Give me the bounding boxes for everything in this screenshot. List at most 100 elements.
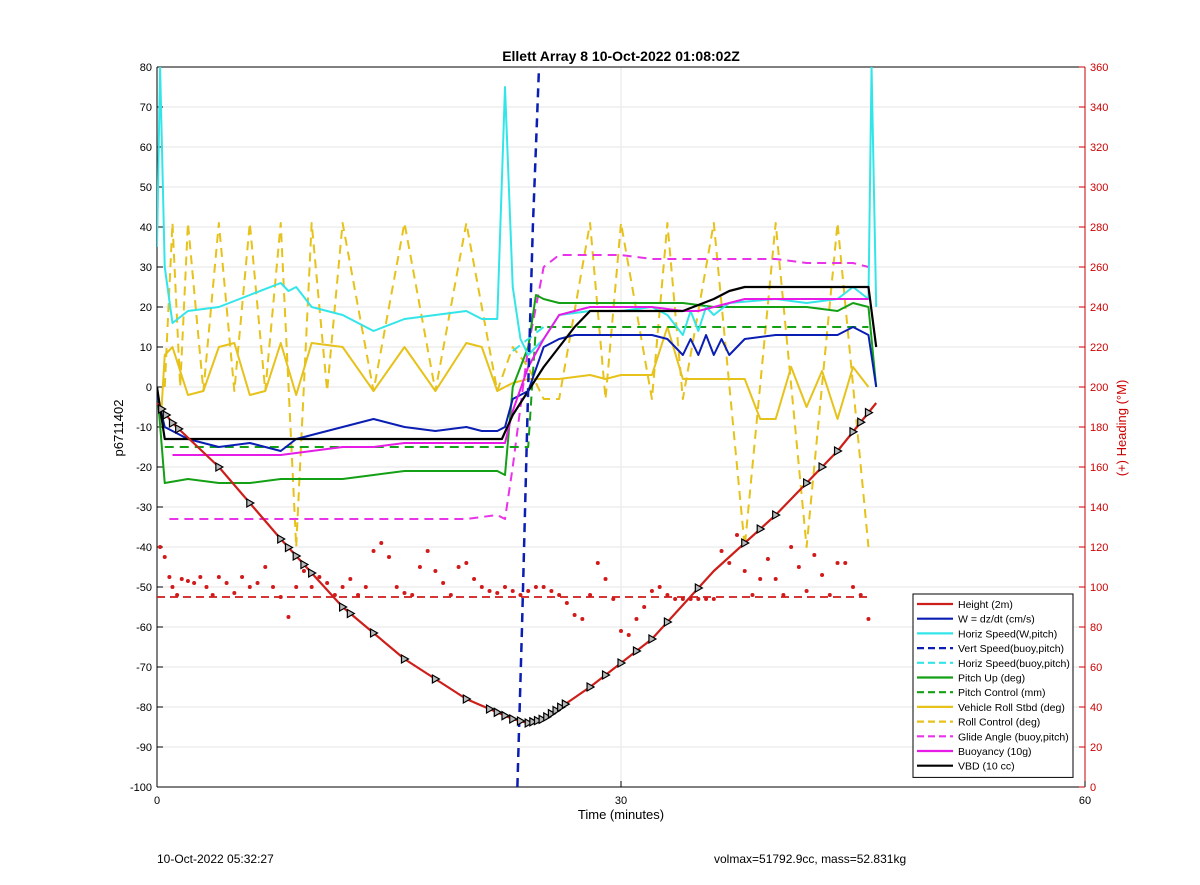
height-marker: [632, 645, 642, 657]
series-line-horiz-speed-buoy-pitch: [512, 326, 545, 352]
heading-point: [464, 561, 469, 565]
heading-point: [487, 589, 492, 593]
height-marker: [292, 550, 302, 562]
legend-label: Pitch Up (deg): [958, 673, 1025, 685]
heading-point: [255, 581, 260, 585]
x-tick-label: 30: [615, 795, 627, 807]
heading-point: [735, 533, 739, 537]
heading-point: [518, 593, 523, 597]
y2-axis-label: (+) Heading (°M): [1114, 380, 1129, 477]
height-marker: [308, 567, 317, 579]
x-tick-label: 60: [1079, 795, 1091, 807]
height-marker: [533, 715, 543, 726]
height-marker: [215, 461, 225, 473]
height-marker: [168, 417, 178, 429]
height-marker: [400, 653, 410, 665]
legend-label: Horiz Speed(buoy,pitch): [958, 658, 1070, 670]
heading-point: [379, 541, 384, 545]
y2-tick-label: 60: [1090, 662, 1102, 674]
height-marker: [694, 582, 704, 594]
heading-point: [866, 617, 871, 621]
series-line-height-2m: [157, 402, 878, 725]
height-marker: [277, 533, 286, 545]
y2-tick-label: 20: [1090, 742, 1102, 754]
height-marker: [158, 403, 167, 415]
legend-label: Roll Control (deg): [958, 717, 1040, 729]
x-axis-label: Time (minutes): [578, 807, 664, 822]
heading-point: [742, 569, 747, 573]
height-marker: [300, 559, 310, 570]
height-marker: [462, 693, 472, 705]
heading-point: [456, 565, 461, 569]
heading-point: [827, 593, 832, 597]
heading-point: [224, 581, 229, 585]
heading-point: [657, 585, 662, 589]
heading-point: [263, 565, 268, 569]
heading-point: [549, 589, 554, 593]
heading-point: [348, 577, 353, 581]
height-marker: [857, 417, 866, 428]
y2-tick-label: 300: [1090, 182, 1108, 194]
heading-point: [619, 629, 623, 633]
height-marker: [509, 713, 518, 725]
heading-point: [479, 585, 484, 589]
heading-point: [758, 577, 763, 581]
heading-point: [286, 615, 291, 619]
heading-point: [719, 549, 724, 553]
footer-volmax-mass: volmax=51792.9cc, mass=52.831kg: [714, 852, 907, 866]
legend-label: VBD (10 cc): [958, 761, 1015, 773]
heading-point: [696, 597, 701, 601]
marker-layer: [158, 403, 874, 729]
heading-point: [394, 585, 399, 589]
series-line-horiz-speed-w-pitch: [157, 67, 878, 356]
height-marker: [617, 657, 627, 669]
heading-point: [185, 579, 190, 583]
y2-tick-label: 0: [1090, 782, 1096, 794]
series-line-buoyancy-10g: [172, 298, 869, 456]
heading-point: [371, 549, 376, 553]
heading-point: [557, 593, 562, 597]
heading-point: [727, 561, 732, 565]
footer-timestamp: 10-Oct-2022 05:32:27: [157, 852, 274, 866]
height-marker: [833, 445, 843, 457]
height-marker: [601, 669, 611, 681]
heading-point: [595, 561, 600, 565]
height-marker: [864, 407, 874, 418]
height-marker: [369, 627, 379, 639]
height-marker: [663, 616, 673, 628]
heading-point: [472, 577, 477, 581]
y2-tick-label: 140: [1090, 502, 1108, 514]
heading-point: [356, 593, 361, 597]
height-marker: [586, 681, 596, 693]
heading-point: [495, 591, 500, 595]
heading-point: [858, 593, 863, 597]
heading-point: [773, 577, 778, 581]
heading-point: [835, 561, 840, 565]
heading-point: [340, 585, 345, 589]
heading-point: [448, 593, 453, 597]
height-marker: [524, 717, 534, 729]
heading-point: [634, 617, 639, 621]
legend: Height (2m) W = dz/dt (cm/s) Horiz Speed(W…: [912, 593, 1074, 778]
series-layer: [157, 67, 878, 787]
height-marker: [246, 497, 256, 509]
height-marker: [284, 542, 294, 553]
axes: 0 30 60-100-90-80-70-60-50-40-30-20-100102…: [130, 62, 1108, 807]
y2-tick-label: 220: [1090, 342, 1108, 354]
y-tick-label: 70: [140, 102, 152, 114]
legend-label: Vert Speed(buoy,pitch): [958, 643, 1064, 655]
y-tick-label: 0: [146, 382, 152, 394]
series-line-glide-angle-buoy-pitch: [169, 254, 869, 520]
y2-tick-label: 100: [1090, 582, 1108, 594]
heading-point: [796, 565, 801, 569]
legend-label: Buoyancy (10g): [958, 746, 1032, 758]
height-marker: [818, 461, 828, 473]
y2-tick-label: 360: [1090, 62, 1108, 74]
legend-label: Height (2m): [958, 599, 1013, 611]
height-marker: [175, 423, 184, 434]
y-tick-label: -40: [136, 542, 152, 554]
heading-point: [673, 597, 678, 601]
heading-point: [812, 553, 817, 557]
heading-point: [804, 589, 809, 593]
heading-point: [158, 545, 163, 549]
